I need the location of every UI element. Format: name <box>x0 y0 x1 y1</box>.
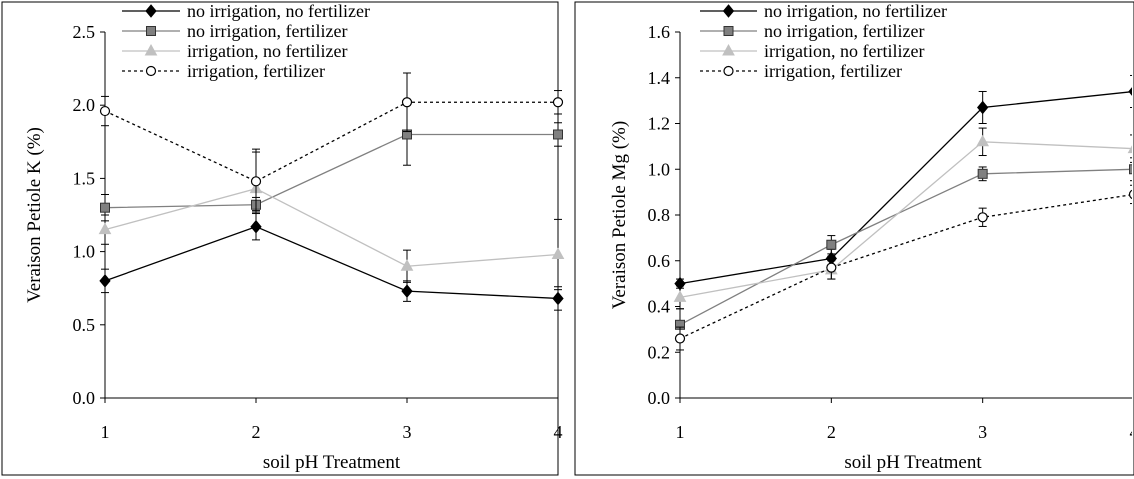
legend-marker-irrigation-fertilizer <box>723 65 734 77</box>
y-tick-label-0-0: 0.0 <box>648 388 671 408</box>
legend-marker-no-irrigation-fertilizer <box>146 26 156 36</box>
data-point-no-irrigation-fertilizer-4 <box>1129 164 1132 175</box>
legend-label: irrigation, no fertilizer <box>764 41 924 61</box>
series-line <box>679 91 1132 285</box>
data-point-irrigation-fertilizer-2 <box>250 176 262 187</box>
x-tick-label-3: 3 <box>403 422 412 442</box>
y-tick-label-0-6: 0.6 <box>648 251 671 271</box>
data-point-no-irrigation-no-fertilizer-3 <box>401 284 413 298</box>
data-point-irrigation-fertilizer-1 <box>674 333 686 344</box>
y-tick-label-1-0: 1.0 <box>648 159 671 179</box>
data-point-no-irrigation-fertilizer-2 <box>826 239 837 250</box>
series-line <box>104 187 559 267</box>
chart-panel-2: 1 2 3 4 0.0 0.2 0.4 0.6 0.8 1.0 1.2 1.4 1.6 soil pH T… <box>574 1 1134 476</box>
legend-label: no irrigation, fertilizer <box>187 21 347 41</box>
y-tick-label-0-0: 0.0 <box>73 388 96 408</box>
data-point-irrigation-fertilizer-3 <box>401 97 413 108</box>
chart-panel-1: 1 2 3 4 0.0 0.5 1.0 1.5 2.0 2.5 soil pH Treatment V… <box>1 1 565 476</box>
y-tick-label-2-0: 2.0 <box>73 95 96 115</box>
legend-label: irrigation, no fertilizer <box>187 41 347 61</box>
data-point-no-irrigation-fertilizer-1 <box>100 202 110 213</box>
x-tick-label-2: 2 <box>827 422 836 442</box>
legend-marker-irrigation-no-fertilizer <box>722 43 735 56</box>
legend-label: irrigation, fertilizer <box>764 61 902 81</box>
error-bar <box>1130 184 1132 205</box>
legend-item-no-irrigation-no-fertilizer: no irrigation, no fertilizer <box>122 1 370 21</box>
error-bar <box>1130 157 1132 182</box>
legend-item-no-irrigation-no-fertilizer: no irrigation, no fertilizer <box>700 1 947 21</box>
legend-item-irrigation-no-fertilizer: irrigation, no fertilizer <box>122 41 347 61</box>
series-irrigation-fertilizer <box>99 72 564 212</box>
legend-marker-no-irrigation-no-fertilizer <box>145 4 157 18</box>
data-point-irrigation-no-fertilizer-3 <box>400 259 414 271</box>
legend-item-no-irrigation-fertilizer: no irrigation, fertilizer <box>700 21 924 41</box>
data-point-irrigation-no-fertilizer-3 <box>976 134 990 147</box>
data-point-no-irrigation-no-fertilizer-1 <box>99 274 111 288</box>
data-point-irrigation-no-fertilizer-4 <box>551 247 565 260</box>
series-irrigation-no-fertilizer <box>673 127 1132 310</box>
legend-label: irrigation, fertilizer <box>187 61 325 81</box>
y-tick-label-2-5: 2.5 <box>73 22 96 42</box>
y-tick-label-1-2: 1.2 <box>648 114 671 134</box>
legend-label: no irrigation, fertilizer <box>764 21 924 41</box>
y-tick-label-0-5: 0.5 <box>73 315 96 335</box>
data-point-no-irrigation-no-fertilizer-4 <box>1128 87 1132 96</box>
legend-marker-no-irrigation-no-fertilizer <box>722 4 735 18</box>
legend-label: no irrigation, no fertilizer <box>764 1 947 21</box>
data-point-irrigation-fertilizer-4 <box>1128 189 1132 200</box>
x-tick-label-1: 1 <box>676 422 685 442</box>
y-tick-label-0-2: 0.2 <box>648 342 671 362</box>
x-tick-label-4: 4 <box>554 422 563 442</box>
data-point-irrigation-no-fertilizer-1 <box>98 222 112 235</box>
x-tick-label-1: 1 <box>101 422 110 442</box>
legend-item-irrigation-no-fertilizer: irrigation, no fertilizer <box>700 41 924 61</box>
data-point-no-irrigation-fertilizer-3 <box>977 168 988 179</box>
error-bar <box>1130 74 1132 108</box>
x-axis-title: soil pH Treatment <box>263 452 401 473</box>
error-bar <box>1130 134 1132 163</box>
data-point-irrigation-fertilizer-4 <box>552 97 564 108</box>
data-point-no-irrigation-no-fertilizer-4 <box>552 291 564 306</box>
data-point-irrigation-no-fertilizer-1 <box>673 290 687 302</box>
series-line <box>679 141 1132 298</box>
y-tick-label-1-6: 1.6 <box>648 22 671 42</box>
x-tick-label-3: 3 <box>978 422 987 442</box>
series-no-irrigation-fertilizer <box>100 103 563 222</box>
series-line <box>104 133 558 209</box>
legend-marker-no-irrigation-fertilizer <box>723 26 734 36</box>
legend-marker-irrigation-fertilizer <box>145 65 157 77</box>
data-point-irrigation-fertilizer-3 <box>977 212 988 223</box>
plot-area: 1 2 3 4 <box>673 31 1134 442</box>
x-tick-label-4: 4 <box>1130 422 1134 442</box>
plot-area: 1 2 3 4 <box>98 31 565 442</box>
y-tick-label-0-4: 0.4 <box>648 297 671 317</box>
legend-marker-irrigation-no-fertilizer <box>144 43 158 56</box>
x-tick-label-2: 2 <box>252 422 261 442</box>
chart-frame <box>574 1 1134 476</box>
y-tick-label-1-4: 1.4 <box>648 68 671 88</box>
data-point-irrigation-fertilizer-2 <box>826 262 837 273</box>
legend-label: no irrigation, no fertilizer <box>187 1 370 21</box>
x-axis-title: soil pH Treatment <box>844 452 982 473</box>
data-point-irrigation-no-fertilizer-4 <box>1127 145 1132 154</box>
legend-item-irrigation-fertilizer: irrigation, fertilizer <box>122 61 325 81</box>
y-tick-label-1-5: 1.5 <box>73 168 96 188</box>
series-irrigation-fertilizer <box>674 184 1132 351</box>
data-point-irrigation-fertilizer-1 <box>99 105 111 117</box>
series-line <box>104 226 559 300</box>
y-tick-label-0-8: 0.8 <box>648 205 671 225</box>
series-line <box>679 168 1132 326</box>
y-axis-title: Veraison Petiole Mg (%) <box>609 121 630 309</box>
data-point-no-irrigation-no-fertilizer-3 <box>977 100 989 115</box>
y-tick-label-1-0: 1.0 <box>73 242 96 262</box>
legend-item-irrigation-fertilizer: irrigation, fertilizer <box>700 61 902 81</box>
legend-item-no-irrigation-fertilizer: no irrigation, fertilizer <box>122 21 347 41</box>
y-axis-title: Veraison Petiole K (%) <box>24 127 45 303</box>
series-no-irrigation-no-fertilizer <box>674 74 1132 291</box>
series-line <box>679 194 1132 340</box>
data-point-no-irrigation-fertilizer-4 <box>553 129 563 140</box>
